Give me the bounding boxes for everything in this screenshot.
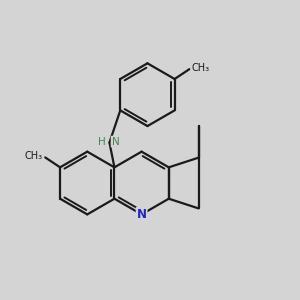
Text: N: N: [112, 136, 119, 147]
Text: H: H: [98, 136, 106, 147]
Text: CH₃: CH₃: [191, 63, 209, 73]
Text: N: N: [136, 208, 147, 221]
Text: CH₃: CH₃: [25, 151, 43, 161]
